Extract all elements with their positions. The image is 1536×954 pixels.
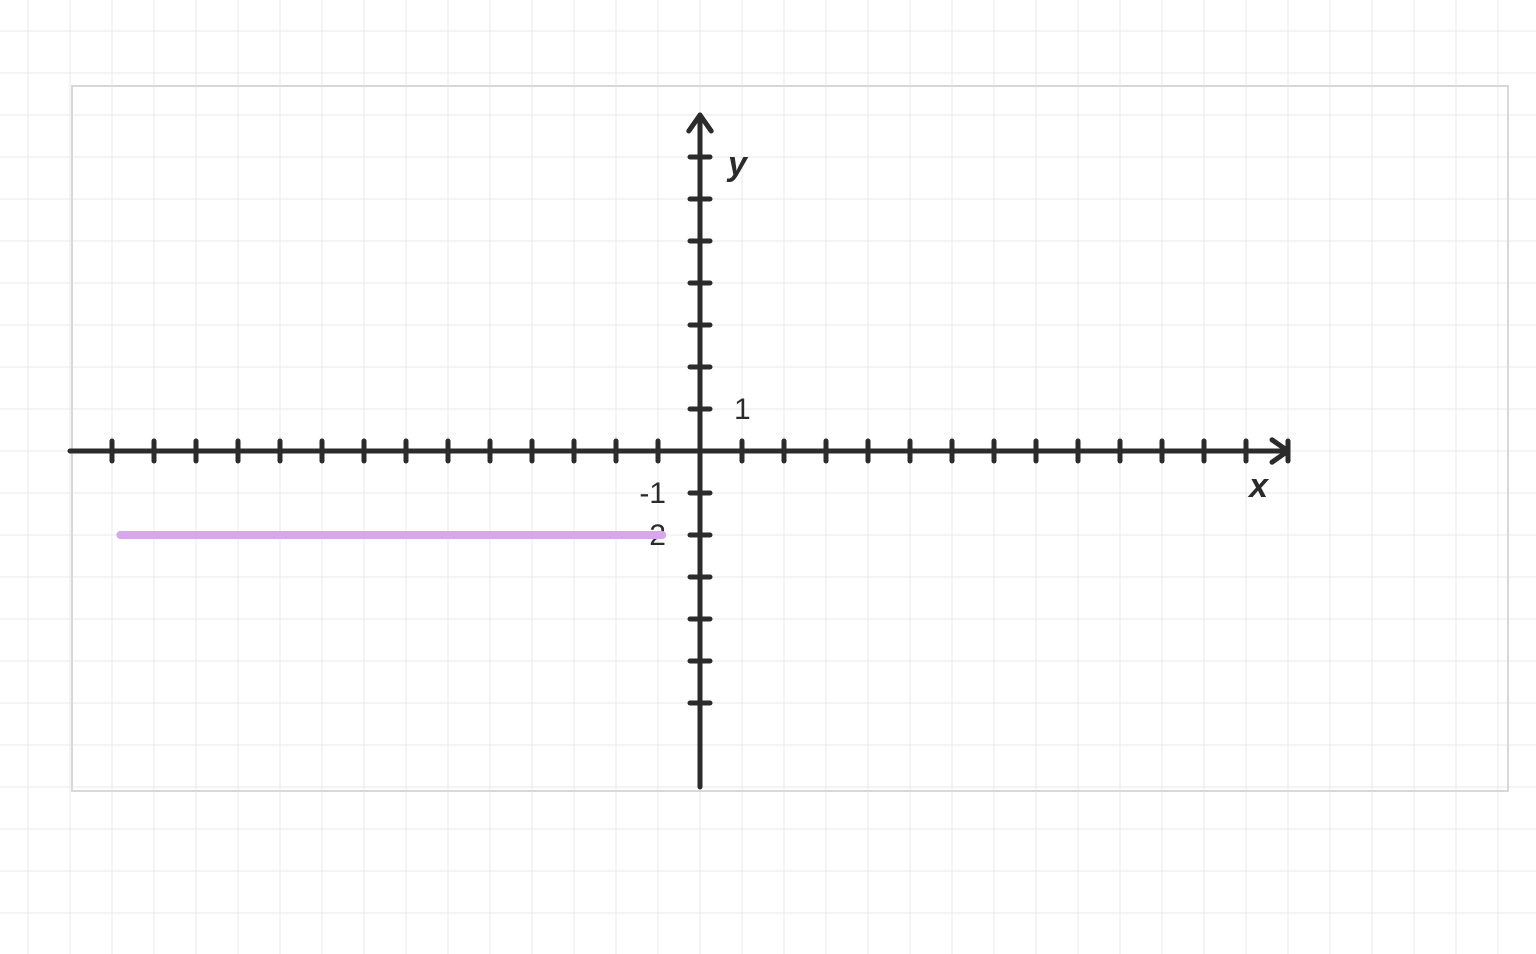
- x-axis-label: x: [1247, 467, 1270, 505]
- tick-label: -1: [639, 477, 666, 510]
- tick-label: 1: [734, 393, 751, 426]
- coordinate-plane-chart: 1-1-2xy: [0, 0, 1536, 954]
- chart-canvas: 1-1-2xy: [0, 0, 1536, 954]
- y-axis-label: y: [726, 145, 749, 183]
